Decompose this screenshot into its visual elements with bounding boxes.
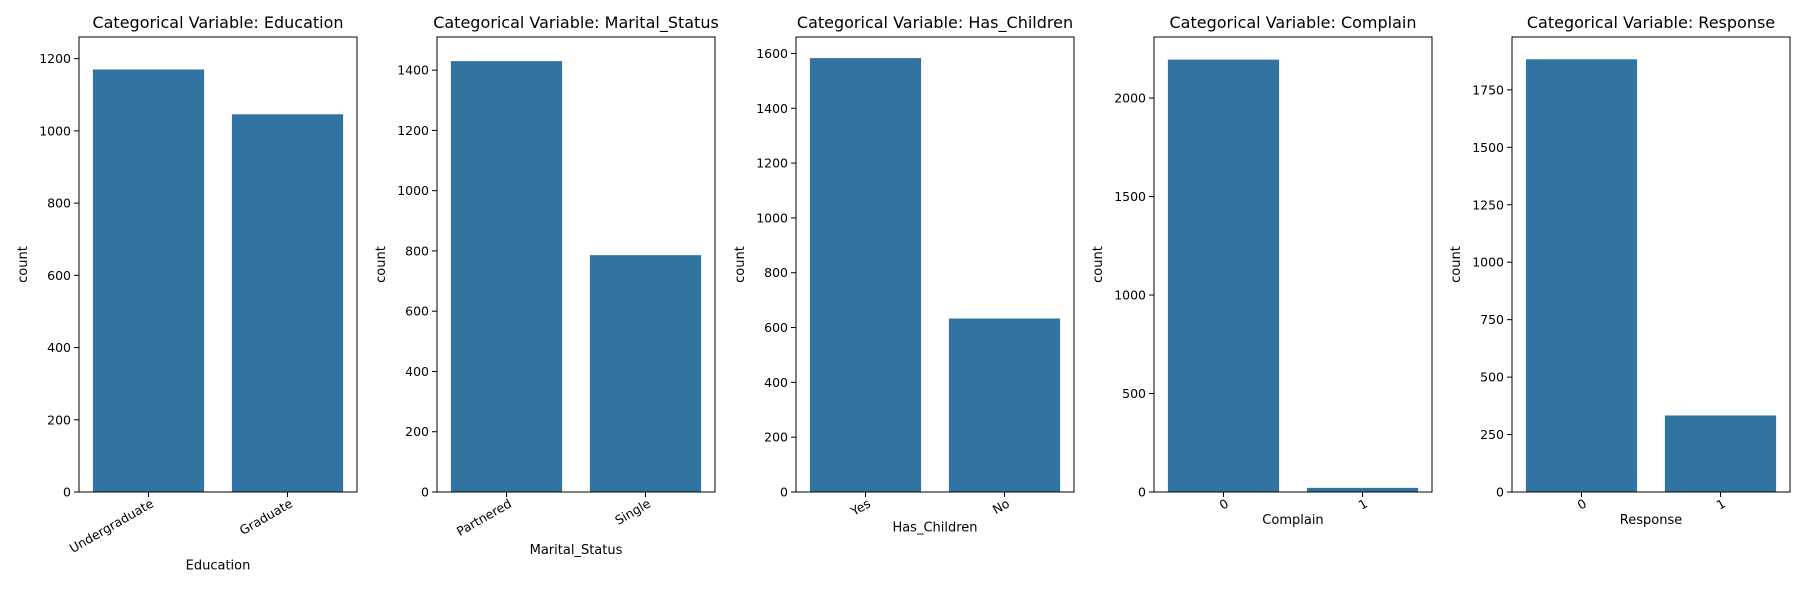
x-axis-label: Marital_Status [530, 543, 623, 558]
bar [1664, 415, 1777, 492]
y-tick-label: 1500 [1472, 140, 1504, 155]
bar [948, 318, 1061, 492]
y-tick-label: 800 [764, 265, 788, 280]
x-tick-label: Graduate [237, 495, 296, 537]
y-tick-label: 1000 [397, 183, 429, 198]
axes-frame [436, 36, 716, 493]
subplot-4: 0 500 1000 1500 2000 0 1 Complain count Categoric… [1091, 13, 1433, 528]
x-axis-label: Education [186, 558, 251, 573]
chart-title: Categorical Variable: Marital_Status [433, 13, 719, 33]
y-tick-label: 1200 [39, 51, 71, 66]
chart-title: Categorical Variable: Education [92, 13, 343, 32]
y-axis-label: count [1091, 246, 1106, 283]
y-tick-label: 1600 [756, 46, 788, 61]
y-tick-label: 200 [405, 424, 429, 439]
x-tick-label: 1 [1356, 496, 1370, 513]
x-tick-label: Single [612, 495, 653, 527]
y-tick-label: 400 [405, 364, 429, 379]
bar [92, 69, 205, 492]
axes-frame [1511, 36, 1791, 493]
y-axis-label: count [733, 246, 748, 283]
x-axis-label: Response [1620, 513, 1682, 528]
y-tick-label: 400 [764, 375, 788, 390]
y-tick-label: 1400 [397, 63, 429, 78]
y-tick-label: 1000 [1472, 255, 1504, 270]
y-axis-label: count [1449, 246, 1464, 283]
y-tick-label: 600 [405, 304, 429, 319]
y-tick-label: 600 [47, 268, 71, 283]
y-tick-label: 400 [47, 340, 71, 355]
y-tick-label: 1200 [756, 156, 788, 171]
y-tick-label: 1750 [1472, 82, 1504, 97]
chart-title: Categorical Variable: Has_Children [797, 13, 1073, 33]
y-tick-label: 1000 [39, 123, 71, 138]
x-tick-label: Partnered [454, 496, 514, 539]
x-tick-label: Yes [847, 496, 873, 520]
y-axis-label: count [16, 246, 31, 283]
y-tick-label: 500 [1122, 386, 1146, 401]
y-tick-label: 800 [405, 243, 429, 258]
y-tick-label: 1000 [1114, 288, 1146, 303]
chart-title: Categorical Variable: Response [1527, 13, 1775, 32]
x-tick-label: 0 [1575, 496, 1589, 513]
subplot-1: 0 200 400 600 800 1000 1200 Undergraduate Gradua… [16, 13, 358, 573]
y-tick-label: 2000 [1114, 91, 1146, 106]
bar [231, 114, 344, 493]
y-tick-label: 1500 [1114, 189, 1146, 204]
axes-frame [1153, 36, 1433, 493]
y-tick-label: 1400 [756, 101, 788, 116]
y-tick-label: 1200 [397, 123, 429, 138]
subplot-2: 0 200 400 600 800 1000 1200 1400 Partnered Single… [374, 13, 719, 558]
x-tick-label: 0 [1217, 496, 1231, 513]
y-axis-label: count [374, 246, 389, 283]
y-tick-label: 0 [780, 485, 788, 500]
subplot-3: 0 200 400 600 800 1000 1200 1400 1600 Yes No Has_Ch… [733, 13, 1075, 535]
chart-title: Categorical Variable: Complain [1170, 13, 1417, 32]
y-tick-label: 250 [1480, 427, 1504, 442]
y-tick-label: 0 [63, 485, 71, 500]
y-tick-label: 800 [47, 196, 71, 211]
x-tick-label: 1 [1714, 496, 1728, 513]
y-tick-label: 0 [1496, 485, 1504, 500]
bar [809, 58, 922, 493]
y-tick-label: 0 [421, 485, 429, 500]
y-tick-label: 750 [1480, 312, 1504, 327]
y-tick-label: 200 [764, 430, 788, 445]
y-tick-label: 500 [1480, 370, 1504, 385]
bar [1306, 487, 1419, 492]
x-axis-label: Complain [1262, 513, 1323, 528]
x-axis-label: Has_Children [892, 520, 977, 535]
bar [450, 61, 563, 493]
subplot-5: 0 250 500 750 1000 1250 1500 1750 0 1 Response coun… [1449, 13, 1791, 528]
bar [589, 255, 702, 492]
bar [1167, 59, 1280, 492]
y-tick-label: 200 [47, 412, 71, 427]
y-tick-label: 1000 [756, 210, 788, 225]
bar [1525, 59, 1638, 492]
y-tick-label: 0 [1138, 485, 1146, 500]
y-tick-label: 1250 [1472, 197, 1504, 212]
axes-frame [78, 36, 358, 493]
axes-frame [795, 36, 1075, 493]
y-tick-label: 600 [764, 320, 788, 335]
x-tick-label: No [990, 496, 1012, 517]
x-tick-label: Undergraduate [67, 495, 157, 555]
